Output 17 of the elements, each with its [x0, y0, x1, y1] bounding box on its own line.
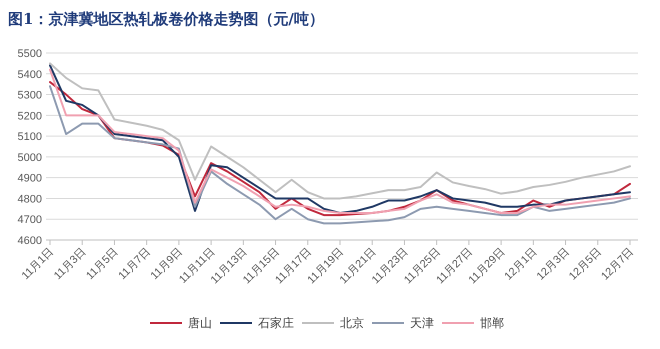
y-tick-label: 4700 — [18, 214, 42, 226]
y-tick-label: 4800 — [18, 193, 42, 206]
chart-title: 图1：京津冀地区热轧板卷价格走势图（元/吨） — [8, 10, 324, 28]
x-tick-label: 12月7日 — [599, 246, 636, 283]
y-tick-label: 5400 — [18, 68, 42, 81]
legend-label: 北京 — [340, 316, 364, 330]
y-tick-label: 5500 — [18, 48, 42, 60]
y-tick-label: 4600 — [18, 235, 42, 247]
legend-label: 邯郸 — [480, 316, 504, 330]
y-tick-label: 5100 — [18, 131, 42, 144]
legend-label: 唐山 — [188, 316, 212, 330]
legend-label: 天津 — [410, 316, 434, 330]
y-tick-label: 5300 — [18, 90, 42, 102]
y-tick-label: 5200 — [18, 110, 42, 122]
legend-label: 石家庄 — [258, 316, 294, 330]
y-tick-label: 4900 — [18, 172, 42, 185]
y-tick-label: 5000 — [18, 152, 42, 164]
